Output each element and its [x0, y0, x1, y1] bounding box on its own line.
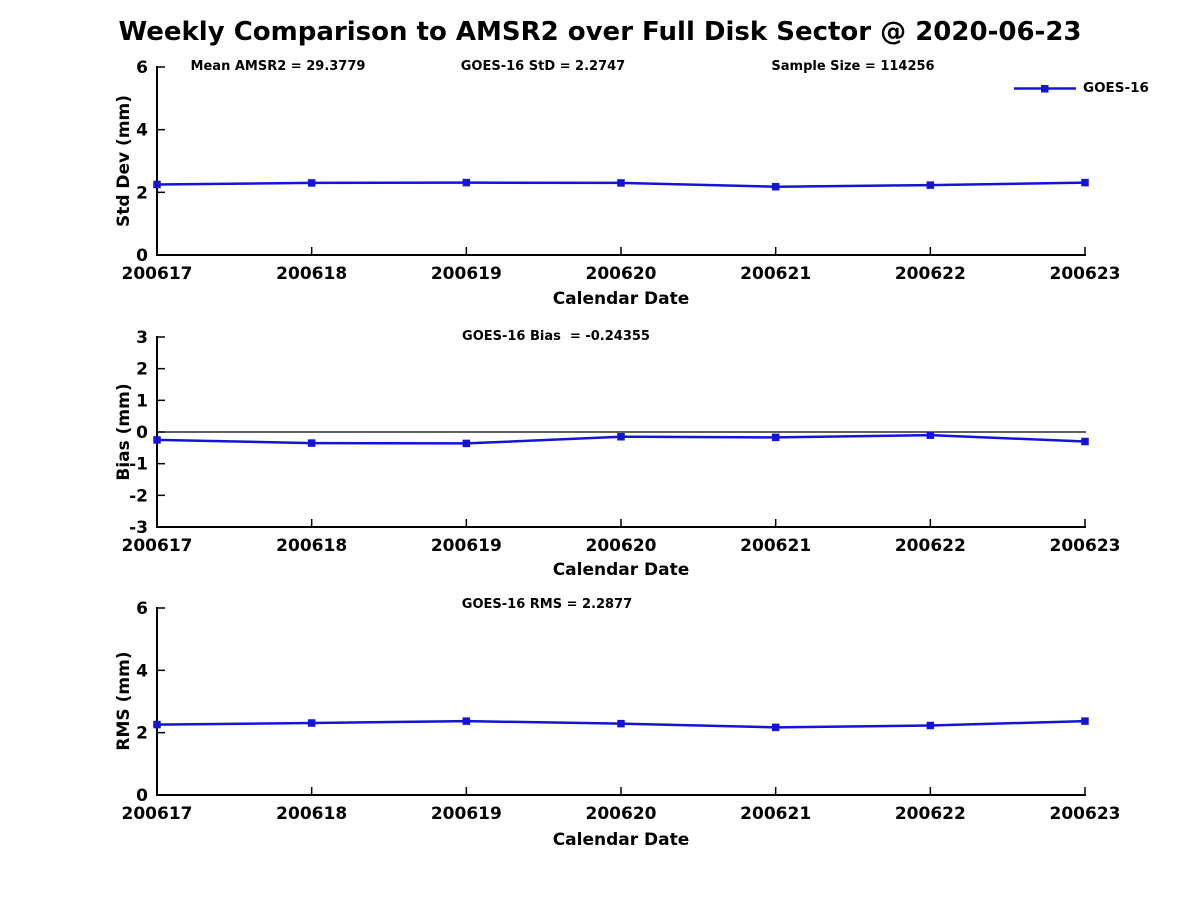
- y-tick-label: 0: [136, 423, 148, 443]
- x-tick-label: 200622: [895, 804, 966, 824]
- data-point-marker: [617, 433, 625, 441]
- y-tick-label: 6: [136, 599, 148, 619]
- xlabel-panel2: Calendar Date: [552, 560, 690, 580]
- data-point-marker: [926, 181, 935, 189]
- xlabel-panel1: Calendar Date: [552, 289, 690, 309]
- x-tick-label: 200621: [740, 264, 811, 284]
- data-point-marker: [307, 719, 316, 727]
- annotation-sample-size: Sample Size = 114256: [771, 59, 935, 74]
- annotation-goes16-rms: GOES-16 RMS = 2.2877: [461, 597, 633, 612]
- y-tick-label: 4: [136, 121, 148, 141]
- legend: GOES-16: [1013, 80, 1149, 96]
- x-tick-label: 200623: [1050, 536, 1121, 556]
- x-tick-label: 200617: [122, 536, 193, 556]
- data-point-marker: [153, 180, 161, 189]
- data-point-marker: [462, 717, 471, 725]
- data-point-marker: [771, 182, 780, 191]
- ylabel-std-dev: Std Dev (mm): [114, 94, 134, 228]
- y-tick-label: 6: [136, 58, 148, 78]
- x-tick-label: 200617: [122, 804, 193, 824]
- data-point-marker: [1081, 437, 1089, 446]
- data-point-marker: [617, 719, 625, 728]
- y-tick-label: 4: [136, 661, 148, 681]
- annotation-goes16-std: GOES-16 StD = 2.2747: [460, 59, 626, 74]
- y-tick-label: 0: [136, 786, 148, 806]
- x-tick-label: 200622: [895, 264, 966, 284]
- data-point-marker: [926, 431, 935, 439]
- x-tick-label: 200619: [431, 804, 502, 824]
- y-tick-label: -1: [129, 455, 148, 475]
- xlabel-panel3: Calendar Date: [552, 830, 690, 850]
- data-point-marker: [462, 178, 471, 187]
- x-tick-label: 200622: [895, 536, 966, 556]
- figure-title: Weekly Comparison to AMSR2 over Full Dis…: [118, 17, 1082, 47]
- x-tick-label: 200621: [740, 804, 811, 824]
- x-tick-label: 200623: [1050, 264, 1121, 284]
- x-tick-label: 200620: [586, 804, 657, 824]
- y-tick-label: -2: [129, 486, 148, 506]
- ylabel-rms: RMS (mm): [114, 651, 134, 751]
- data-point-marker: [153, 436, 161, 444]
- x-tick-label: 200620: [586, 536, 657, 556]
- y-tick-label: 2: [136, 183, 148, 203]
- ylabel-bias: Bias (mm): [114, 383, 134, 481]
- x-tick-label: 200621: [740, 536, 811, 556]
- x-tick-label: 200623: [1050, 804, 1121, 824]
- x-tick-label: 200618: [276, 804, 347, 824]
- data-point-marker: [617, 179, 625, 187]
- y-tick-label: 1: [136, 391, 148, 411]
- x-tick-label: 200619: [431, 264, 502, 284]
- y-tick-label: 3: [136, 328, 148, 348]
- x-tick-label: 200618: [276, 264, 347, 284]
- x-tick-label: 200618: [276, 536, 347, 556]
- x-tick-label: 200620: [586, 264, 657, 284]
- data-point-marker: [1081, 178, 1089, 187]
- data-point-marker: [462, 439, 471, 448]
- data-point-marker: [307, 179, 316, 187]
- data-point-marker: [1081, 717, 1089, 725]
- y-tick-label: 0: [136, 246, 148, 266]
- y-tick-label: 2: [136, 724, 148, 744]
- x-tick-label: 200617: [122, 264, 193, 284]
- legend-label: GOES-16: [1083, 80, 1149, 96]
- legend-line-marker-icon: [1014, 84, 1076, 92]
- y-tick-label: -3: [129, 518, 148, 538]
- data-point-marker: [307, 439, 316, 447]
- annotation-mean-amsr2: Mean AMSR2 = 29.3779: [190, 59, 366, 74]
- data-point-marker: [771, 433, 780, 442]
- y-tick-label: 2: [136, 360, 148, 380]
- data-point-marker: [926, 721, 935, 730]
- x-tick-label: 200619: [431, 536, 502, 556]
- data-point-marker: [153, 720, 161, 729]
- annotation-goes16-bias: GOES-16 Bias = -0.24355: [462, 329, 650, 344]
- data-point-marker: [771, 723, 780, 732]
